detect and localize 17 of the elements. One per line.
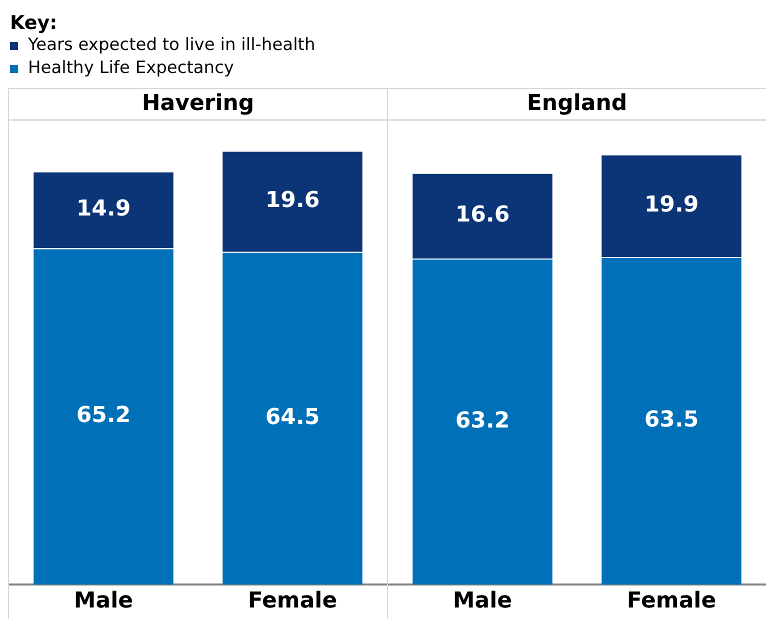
x-tick-label: Male [452,588,512,614]
legend-label: Healthy Life Expectancy [28,57,234,80]
data-label: 65.2 [76,403,131,428]
data-label: 16.6 [455,202,510,228]
data-label: 19.9 [644,192,699,218]
legend-label: Years expected to live in ill-health [28,34,316,57]
data-label: 19.6 [265,188,320,214]
x-tick-label: Female [626,588,716,614]
x-tick-label: Female [248,588,338,614]
data-label: 63.2 [455,408,510,434]
data-label: 63.5 [644,408,699,433]
legend-title: Key: [10,12,58,34]
x-tick-label: Male [74,588,134,614]
data-label: 64.5 [265,404,320,430]
chart-title: England [526,90,628,116]
chart-title: Havering [142,90,254,116]
data-label: 14.9 [76,196,131,222]
